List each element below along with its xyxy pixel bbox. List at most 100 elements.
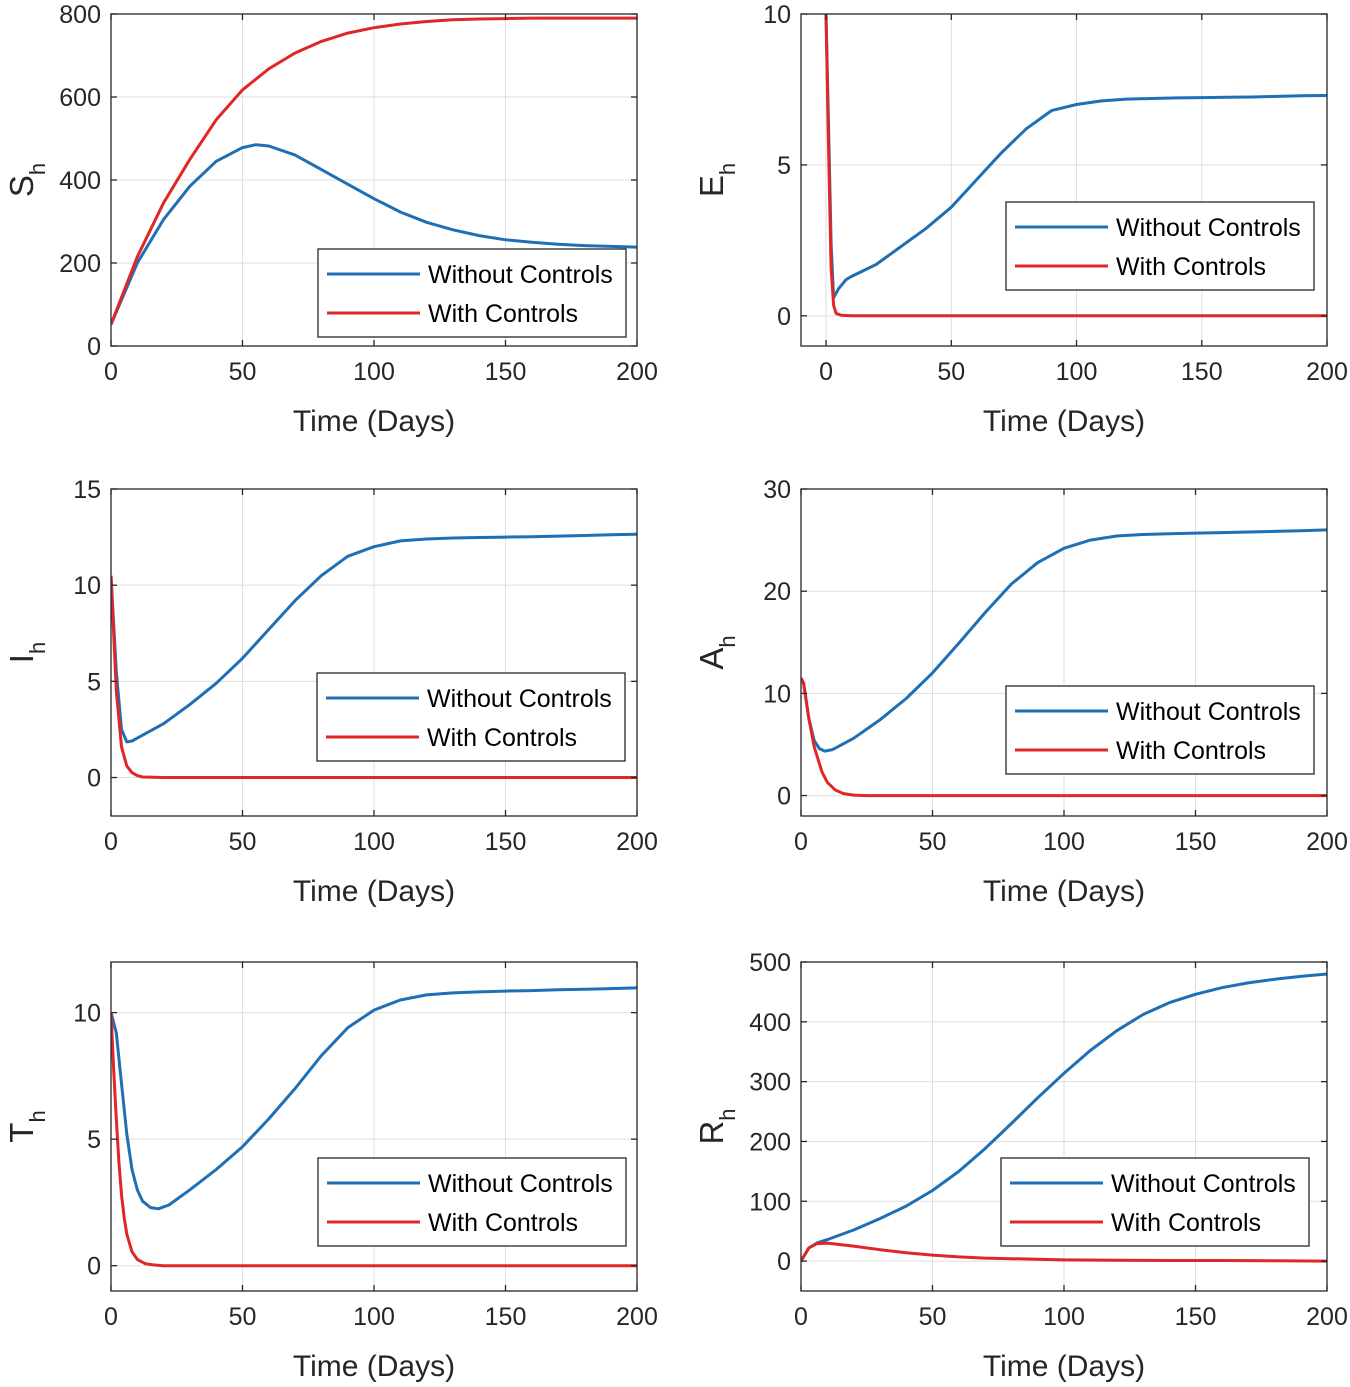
x-tick-label: 50 [919,828,947,856]
y-tick-label: 5 [87,668,101,696]
x-tick-label: 200 [616,828,658,856]
y-tick-label: 15 [73,476,101,504]
x-axis-title: Time (Days) [983,405,1145,438]
y-tick-label: 600 [59,84,101,112]
series-line-with-controls [824,14,1327,318]
x-tick-label: 50 [937,358,965,386]
x-tick-label: 150 [1175,1303,1217,1331]
y-axis-title: Rh [693,1108,740,1144]
legend-box [1005,201,1315,291]
x-tick-label: 200 [1306,828,1348,856]
legend-label: With Controls [427,724,577,752]
legend-box [317,1157,627,1247]
legend-label: Without Controls [1116,214,1301,242]
y-axis-title: Eh [693,163,740,197]
x-tick-label: 0 [104,358,118,386]
x-tick-label: 0 [794,828,808,856]
y-tick-label: 500 [749,949,791,977]
y-tick-label: 200 [749,1128,791,1156]
series-line-without-controls [111,143,637,325]
panel-ih: 0 50 100 150 200 0 5 10 15 Time (Days) Ih Without C… [3,476,658,908]
panel-th: 0 50 100 150 200 0 5 10 Time (Days) Th Without Con… [3,961,658,1383]
y-tick-label: 100 [749,1188,791,1216]
y-tick-label: 5 [87,1126,101,1154]
x-tick-label: 200 [616,1303,658,1331]
y-axis-title-main: S [3,175,40,197]
legend-box [317,248,627,338]
y-tick-label: 400 [59,167,101,195]
y-axis-title: Sh [3,163,50,197]
x-tick-label: 50 [919,1303,947,1331]
y-tick-label: 200 [59,250,101,278]
y-tick-label: 300 [749,1069,791,1097]
panel-rh: 0 50 100 150 200 0 100 200 300 400 500 Time (Days) R… [693,949,1348,1383]
x-tick-label: 200 [1306,358,1348,386]
x-tick-label: 150 [485,1303,527,1331]
legend-box [1005,685,1315,775]
x-axis-title: Time (Days) [293,405,455,438]
y-tick-label: 30 [763,476,791,504]
y-axis-title-sub: h [715,1108,740,1120]
series-line-without-controls [824,14,1327,300]
plot-area [801,14,1327,346]
legend-label: Without Controls [428,261,613,289]
y-tick-label: 10 [73,1000,101,1028]
x-tick-label: 200 [616,358,658,386]
x-tick-label: 100 [353,1303,395,1331]
y-axis-title-sub: h [25,642,50,654]
series-line-without-controls [111,532,637,744]
series-line-with-controls [801,677,1327,798]
legend-label: Without Controls [1116,698,1301,726]
legend: Without Controls With Controls [1005,685,1315,775]
x-tick-label: 150 [1181,358,1223,386]
y-axis-title: Ah [693,635,740,669]
y-axis-title-main: I [3,654,40,663]
y-axis-title-sub: h [25,1110,50,1122]
y-axis-title: Ih [3,642,50,663]
y-tick-label: 10 [73,572,101,600]
panel-sh: 0 50 100 150 200 0 200 400 600 800 Time (Days) Sh Wi… [3,1,658,438]
legend-label: Without Controls [427,685,612,713]
panel-ah: 0 50 100 150 200 0 10 20 30 Time (Days) Ah Without … [693,476,1348,908]
y-tick-label: 0 [777,1248,791,1276]
y-tick-label: 0 [777,303,791,331]
x-axis-title: Time (Days) [983,1350,1145,1383]
series-line-with-controls [801,1241,1327,1263]
legend: Without Controls With Controls [316,672,626,762]
legend-label: With Controls [1116,253,1266,281]
y-axis-title-sub: h [25,163,50,175]
legend: Without Controls With Controls [1000,1157,1310,1247]
x-tick-label: 150 [485,828,527,856]
panel-eh: 0 50 100 150 200 0 5 10 Time (Days) Eh Without Con… [693,1,1348,438]
x-tick-label: 0 [794,1303,808,1331]
y-tick-label: 0 [87,1253,101,1281]
x-axis-title: Time (Days) [293,1350,455,1383]
legend-label: Without Controls [1111,1170,1296,1198]
legend: Without Controls With Controls [1005,201,1315,291]
x-tick-label: 150 [1175,828,1217,856]
y-axis-title-main: T [3,1123,40,1143]
y-tick-label: 20 [763,578,791,606]
y-axis-title-main: R [693,1121,730,1145]
series-line-without-controls [801,528,1327,753]
legend-box [316,672,626,762]
x-tick-label: 100 [1043,1303,1085,1331]
series-line-without-controls [801,972,1327,1262]
legend: Without Controls With Controls [317,248,627,338]
y-axis-title-sub: h [715,635,740,647]
y-tick-label: 10 [763,680,791,708]
y-tick-label: 0 [777,783,791,811]
x-tick-label: 50 [229,828,257,856]
x-axis-title: Time (Days) [983,875,1145,908]
y-tick-label: 5 [777,152,791,180]
x-tick-label: 150 [485,358,527,386]
y-tick-label: 10 [763,1,791,29]
series-line-with-controls [111,1012,637,1268]
series-line-with-controls [111,16,637,325]
x-tick-label: 0 [104,828,118,856]
y-tick-label: 400 [749,1009,791,1037]
legend-label: With Controls [428,1209,578,1237]
legend: Without Controls With Controls [317,1157,627,1247]
x-tick-label: 50 [229,1303,257,1331]
